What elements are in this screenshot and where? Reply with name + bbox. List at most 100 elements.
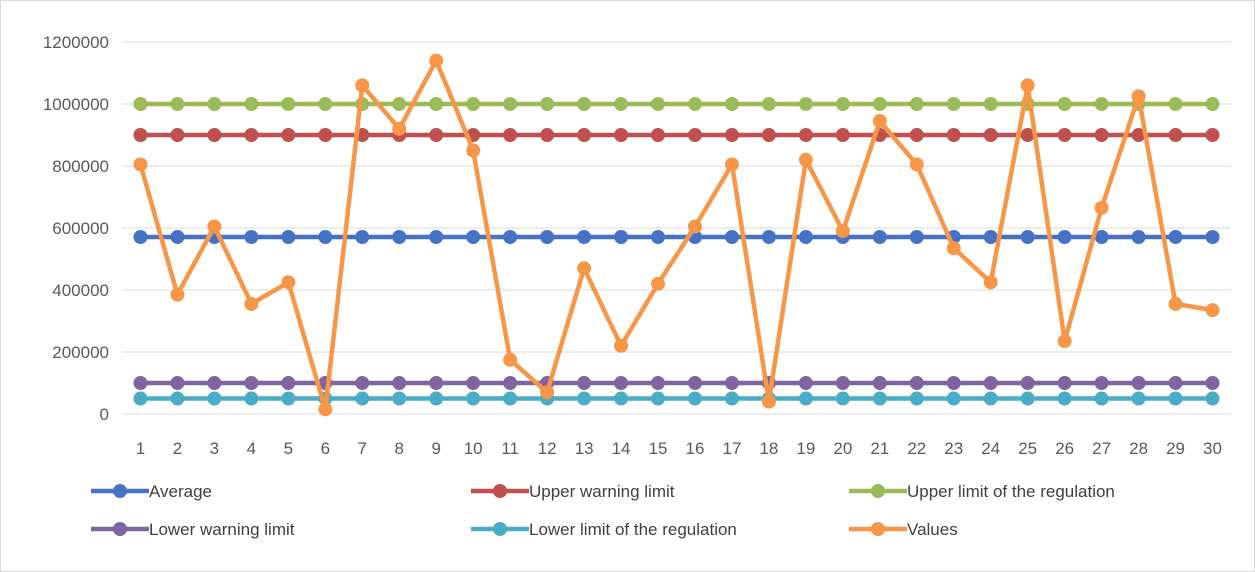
data-point: [281, 376, 296, 390]
data-point: [244, 391, 259, 406]
y-tick-label: 1000000: [43, 95, 109, 114]
legend: Average Upper warning limit Upper limit of…: [91, 482, 1115, 539]
data-point: [429, 229, 444, 244]
data-point: [983, 391, 998, 406]
series-upper-limit-of-the-regulation: [133, 97, 1220, 111]
data-point: [946, 97, 961, 111]
data-point: [835, 128, 850, 142]
data-point: [651, 229, 666, 244]
data-point: [503, 391, 518, 406]
series-values: [133, 53, 1220, 417]
data-point: [170, 128, 185, 142]
data-point: [281, 128, 296, 142]
data-point: [983, 275, 998, 290]
data-point: [687, 376, 702, 390]
data-point: [1020, 391, 1035, 406]
series-lines: [133, 53, 1220, 417]
x-tick-label: 27: [1092, 439, 1111, 458]
y-tick-label: 0: [100, 405, 109, 424]
x-tick-label: 14: [612, 439, 631, 458]
data-point: [466, 143, 481, 158]
data-point: [1057, 334, 1072, 349]
data-point: [983, 128, 998, 142]
data-point: [614, 97, 629, 111]
x-tick-label: 16: [686, 439, 705, 458]
data-point: [909, 157, 924, 172]
y-tick-label: 400000: [52, 281, 109, 300]
data-point: [761, 97, 776, 111]
legend-item-lower-warning-limit: Lower warning limit: [91, 520, 295, 539]
data-point: [798, 97, 813, 111]
legend-dot-marker: [493, 484, 507, 498]
data-point: [133, 376, 148, 390]
x-tick-label: 23: [944, 439, 963, 458]
data-point: [761, 128, 776, 142]
x-tick-label: 20: [833, 439, 852, 458]
data-point: [577, 376, 592, 390]
data-point: [429, 53, 444, 68]
data-point: [798, 128, 813, 142]
data-point: [170, 391, 185, 406]
data-point: [318, 229, 333, 244]
x-tick-label: 29: [1166, 439, 1185, 458]
data-point: [1057, 128, 1072, 142]
data-point: [909, 97, 924, 111]
x-tick-label: 9: [431, 439, 440, 458]
data-point: [1205, 303, 1220, 318]
data-point: [946, 376, 961, 390]
data-point: [835, 376, 850, 390]
data-point: [909, 391, 924, 406]
data-point: [392, 391, 407, 406]
data-point: [133, 229, 148, 244]
data-point: [355, 391, 370, 406]
data-point: [170, 229, 185, 244]
data-point: [1020, 229, 1035, 244]
data-point: [872, 391, 887, 406]
data-point: [687, 219, 702, 234]
data-point: [1094, 229, 1109, 244]
legend-label: Values: [907, 520, 958, 539]
data-point: [281, 391, 296, 406]
data-point: [835, 224, 850, 239]
data-point: [909, 128, 924, 142]
y-tick-label: 600000: [52, 219, 109, 238]
y-tick-label: 200000: [52, 343, 109, 362]
data-point: [281, 229, 296, 244]
data-point: [909, 376, 924, 390]
data-point: [1205, 97, 1220, 111]
x-tick-label: 25: [1018, 439, 1037, 458]
data-point: [724, 97, 739, 111]
data-point: [872, 376, 887, 390]
data-point: [355, 229, 370, 244]
legend-item-lower-limit-of-the-regulation: Lower limit of the regulation: [471, 520, 737, 539]
data-point: [503, 229, 518, 244]
data-point: [761, 229, 776, 244]
series-line-values: [138, 58, 1213, 412]
series-average: [133, 229, 1220, 244]
data-point: [651, 376, 666, 390]
data-point: [429, 376, 444, 390]
data-point: [687, 128, 702, 142]
x-tick-label: 2: [173, 439, 182, 458]
data-point: [724, 157, 739, 172]
data-point: [1131, 391, 1146, 406]
data-point: [724, 229, 739, 244]
data-point: [540, 97, 555, 111]
data-point: [724, 376, 739, 390]
data-point: [1020, 128, 1035, 142]
data-point: [798, 152, 813, 167]
data-point: [170, 376, 185, 390]
series-lower-limit-of-the-regulation: [133, 391, 1220, 406]
data-point: [872, 97, 887, 111]
data-point: [1094, 200, 1109, 215]
data-point: [392, 97, 407, 111]
data-point: [687, 391, 702, 406]
data-point: [355, 376, 370, 390]
x-tick-label: 30: [1203, 439, 1222, 458]
x-tick-label: 3: [210, 439, 219, 458]
x-tick-label: 28: [1129, 439, 1148, 458]
data-point: [577, 229, 592, 244]
data-point: [577, 391, 592, 406]
x-tick-label: 11: [501, 439, 519, 458]
